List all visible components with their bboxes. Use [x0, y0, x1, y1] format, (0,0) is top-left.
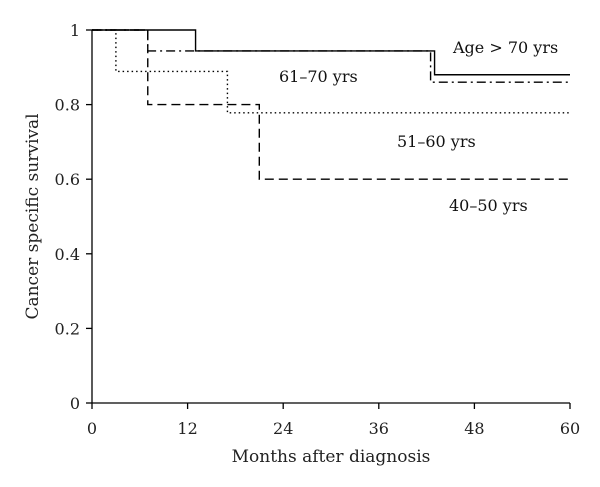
series-label-51-60: 51–60 yrs [397, 132, 476, 151]
y-axis-title: Cancer specific survival [23, 113, 43, 319]
series-lines [92, 29, 570, 180]
series-line-dotted [92, 29, 570, 114]
series-line-solid [92, 29, 570, 76]
y-tick-label: 0.6 [55, 170, 80, 189]
y-tick-label: 1 [70, 21, 80, 40]
x-tick-label: 12 [177, 419, 197, 438]
series-line-dashed [92, 29, 570, 180]
series-label-40-50: 40–50 yrs [449, 196, 528, 215]
series-label-age-over-70: Age > 70 yrs [452, 38, 558, 57]
y-tick-label: 0.8 [55, 96, 80, 115]
x-tick-label: 24 [273, 419, 293, 438]
x-tick-label: 36 [369, 419, 389, 438]
y-tick-label: 0.2 [55, 319, 80, 338]
x-ticks: 0 12 24 36 48 60 [87, 403, 580, 438]
y-tick-label: 0.4 [55, 245, 80, 264]
x-tick-label: 60 [560, 419, 580, 438]
y-ticks: 0 0.2 0.4 0.6 0.8 1 [55, 21, 92, 413]
x-tick-label: 48 [464, 419, 484, 438]
x-axis-title: Months after diagnosis [232, 447, 431, 467]
y-tick-label: 0 [70, 394, 80, 413]
x-tick-label: 0 [87, 419, 97, 438]
axes [91, 30, 570, 404]
series-label-61-70: 61–70 yrs [279, 67, 358, 86]
